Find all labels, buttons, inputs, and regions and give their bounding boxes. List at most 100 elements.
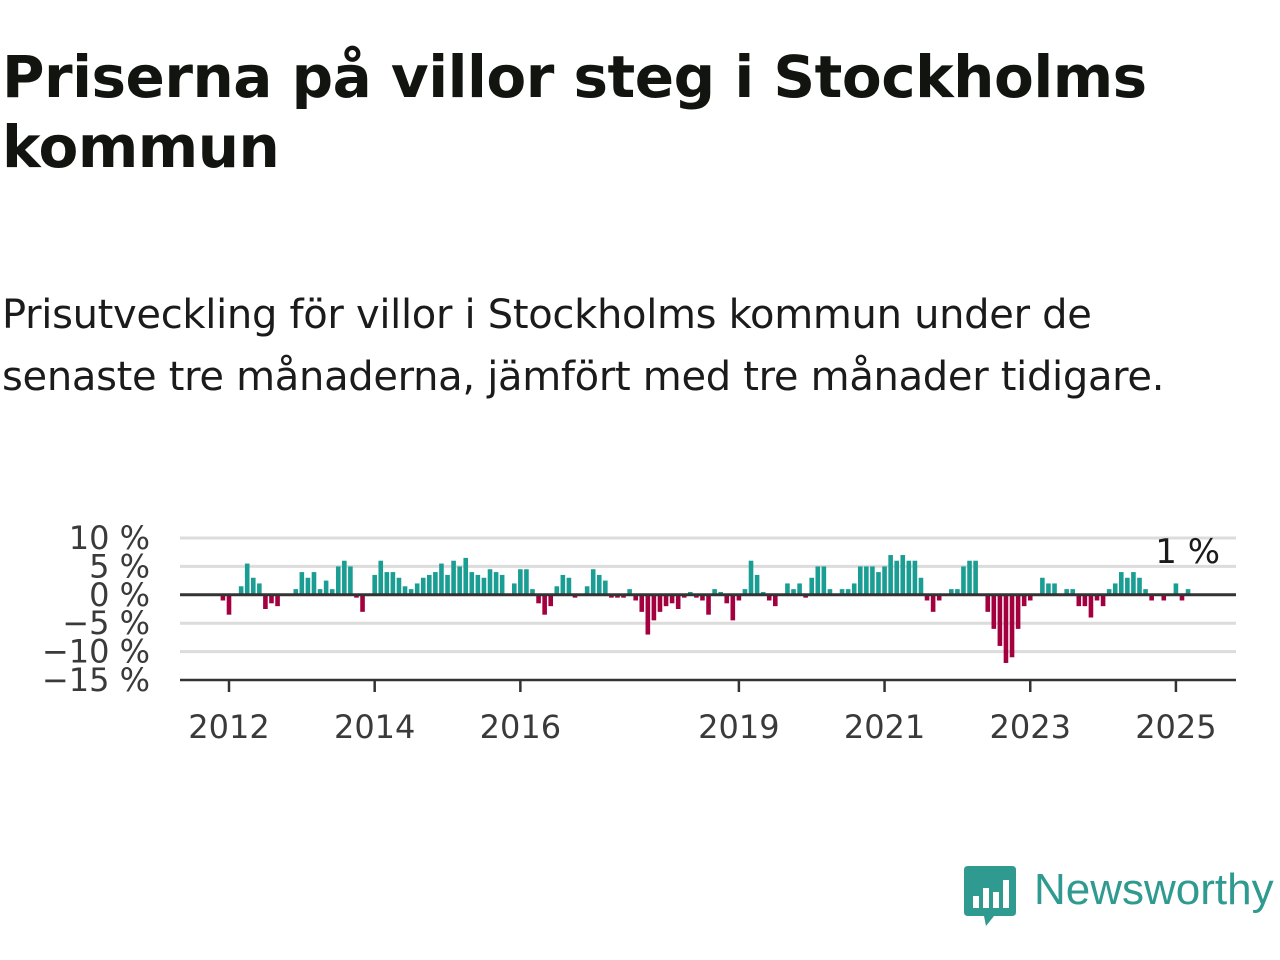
bar <box>548 594 554 607</box>
x-tick-label: 2014 <box>334 708 415 746</box>
bar <box>754 574 760 595</box>
bar <box>949 589 954 595</box>
bar <box>730 594 736 621</box>
bar <box>596 574 602 595</box>
bar <box>766 594 772 601</box>
bar <box>469 572 475 595</box>
bar <box>1149 594 1154 601</box>
bar <box>1082 594 1088 607</box>
bar <box>536 594 541 604</box>
bar <box>584 586 590 595</box>
bar <box>663 594 669 607</box>
bar <box>329 589 335 595</box>
bar <box>900 555 906 595</box>
x-tick-label: 2012 <box>188 708 269 746</box>
bar <box>457 566 462 595</box>
bar <box>1009 594 1015 658</box>
bar <box>1185 589 1191 595</box>
bar <box>384 572 390 595</box>
bar <box>311 572 317 595</box>
bar <box>1003 594 1009 663</box>
bar <box>518 569 523 595</box>
bar <box>724 594 730 604</box>
bar <box>238 586 244 595</box>
bar <box>463 557 469 595</box>
bar <box>475 574 481 595</box>
bar <box>748 560 754 595</box>
y-tick-label: 0 % <box>89 576 150 614</box>
bar <box>1046 583 1051 595</box>
bar <box>499 574 505 595</box>
bar <box>378 560 384 595</box>
bar <box>1173 583 1179 595</box>
bar <box>451 560 456 595</box>
bar <box>427 574 432 595</box>
bar <box>967 560 972 595</box>
bar <box>348 566 353 595</box>
x-tick-label: 2023 <box>990 708 1071 746</box>
bar <box>712 589 717 595</box>
bar <box>263 594 268 609</box>
bar <box>657 594 663 612</box>
bar <box>1040 577 1045 595</box>
bar <box>639 594 645 612</box>
bar <box>335 566 341 595</box>
bar <box>1112 583 1118 595</box>
bar <box>275 594 280 607</box>
bar <box>955 589 960 595</box>
bar <box>1131 572 1136 595</box>
bar <box>1021 594 1027 607</box>
bar <box>433 572 438 595</box>
bar <box>773 594 778 607</box>
bar <box>1161 594 1167 601</box>
bar <box>244 563 250 595</box>
bar <box>1106 589 1112 595</box>
latest-value-label: 1 % <box>1155 532 1220 572</box>
bar <box>930 594 936 612</box>
bar <box>317 589 323 595</box>
bar <box>530 589 535 595</box>
bar <box>870 566 875 595</box>
bar <box>651 594 657 621</box>
price-change-bar-chart: 10 %5 %0 %−5 %−10 %−15 % 2012 2014 2016 2019… <box>42 519 1236 746</box>
bar <box>961 566 966 595</box>
bar <box>785 583 790 595</box>
newsworthy-logo-icon <box>964 866 1016 926</box>
bar <box>487 569 493 595</box>
bar <box>918 577 924 595</box>
x-tick-label: 2025 <box>1135 708 1216 746</box>
bar <box>524 569 529 595</box>
bar <box>439 563 444 595</box>
y-tick-label: −5 % <box>62 604 150 642</box>
bar <box>876 572 881 595</box>
bar <box>706 594 711 615</box>
bar <box>305 577 311 595</box>
bar <box>566 577 572 595</box>
bar <box>1143 589 1148 595</box>
bar <box>894 560 899 595</box>
bar <box>293 589 299 595</box>
bar <box>633 594 638 601</box>
x-tick-label: 2021 <box>844 708 925 746</box>
page-subtitle: Prisutveckling för villor i Stockholms k… <box>2 292 1165 400</box>
bar <box>1137 577 1142 595</box>
bar <box>1100 594 1106 607</box>
bar <box>554 586 560 595</box>
bar <box>851 583 857 595</box>
bar <box>912 560 918 595</box>
bar <box>1070 589 1076 595</box>
bar <box>669 594 675 604</box>
bar <box>985 594 991 612</box>
bar <box>226 594 232 615</box>
bar <box>924 594 930 601</box>
bar <box>493 572 499 595</box>
bar <box>560 574 566 595</box>
bar <box>1125 577 1130 595</box>
bar <box>845 589 851 595</box>
bar <box>1064 589 1069 595</box>
bar <box>815 566 821 595</box>
bar <box>809 577 815 595</box>
y-tick-label: −10 % <box>42 633 150 671</box>
bar <box>1179 594 1185 601</box>
y-tick-label: 10 % <box>69 519 150 557</box>
